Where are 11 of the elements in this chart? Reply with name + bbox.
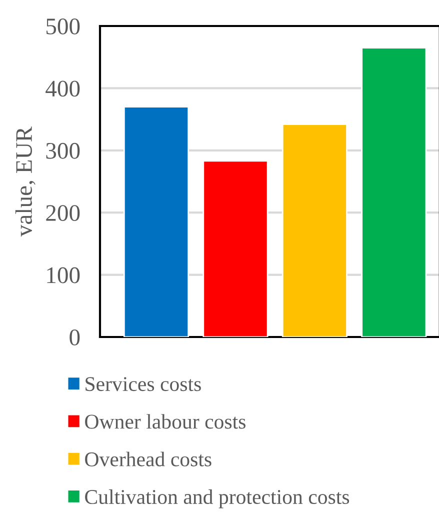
y-tick-label: 300 — [46, 142, 80, 159]
y-tick-label: 0 — [70, 329, 80, 346]
legend-label: Overhead costs — [85, 452, 212, 466]
y-tick-label: 200 — [46, 205, 80, 222]
y-axis-title: value, EUR — [15, 126, 36, 237]
legend-label: Cultivation and protection costs — [85, 489, 350, 508]
y-tick-label: 400 — [46, 80, 80, 97]
y-tick-label: 100 — [47, 267, 80, 284]
legend-label: Services costs — [86, 377, 201, 392]
legend-label: Owner labour costs — [85, 414, 246, 429]
y-tick-label: 500 — [46, 18, 80, 34]
